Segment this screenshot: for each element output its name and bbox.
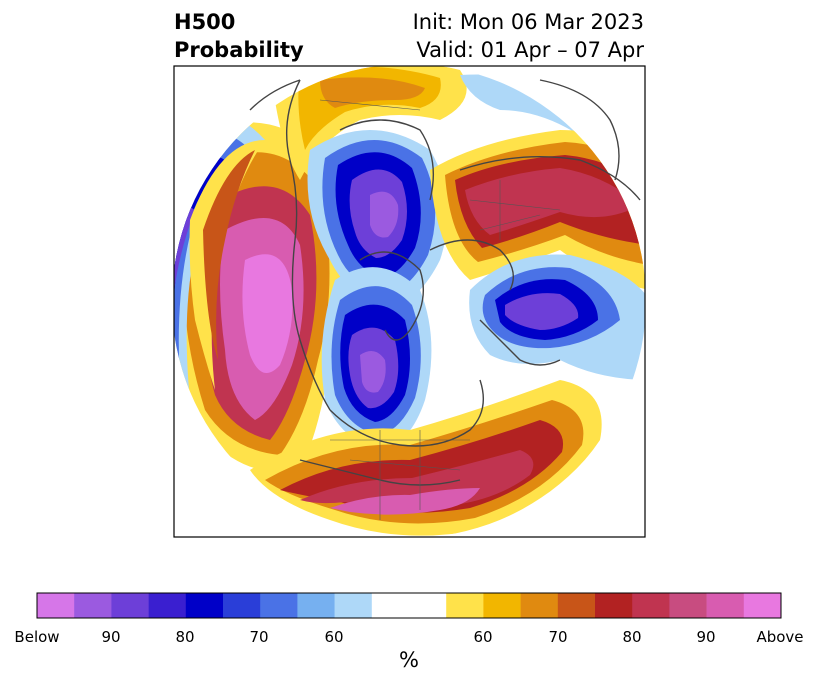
- colorbar-tick-below-60: 60: [324, 628, 344, 646]
- colorbar-border: [36, 592, 782, 619]
- colorbar-cell: [260, 593, 298, 618]
- colorbar-cell: [297, 593, 335, 618]
- canada-trough-north: [307, 130, 448, 310]
- probability-field: [174, 66, 645, 537]
- colorbar-cell: [632, 593, 670, 618]
- colorbar-tick-below-70: 70: [249, 628, 269, 646]
- colorbar-cell: [148, 593, 187, 618]
- colorbar-cell: [185, 593, 224, 618]
- colorbar-tick-above-60: 60: [473, 628, 493, 646]
- colorbar-tick-below-90: 90: [101, 628, 121, 646]
- product-title: Probability: [174, 38, 304, 62]
- colorbar-cell: [557, 593, 596, 618]
- central-trough: [321, 267, 432, 450]
- colorbar-cell: [74, 593, 112, 618]
- colorbar-cell: [334, 593, 373, 618]
- map-border: [173, 65, 646, 538]
- eurasia-ridge: [430, 130, 645, 290]
- colorbar-tick-above-80: 80: [622, 628, 642, 646]
- colorbar-cell: [37, 593, 75, 618]
- variable-title: H500: [174, 10, 236, 34]
- colorbar-cell: [706, 593, 745, 618]
- colorbar-cell: [520, 593, 559, 618]
- colorbar-tick-above: Above: [756, 628, 804, 646]
- borders: [319, 99, 561, 520]
- colorbar-cell: [223, 593, 261, 618]
- colorbar-unit: %: [399, 648, 419, 672]
- title-block-right: Init: Mon 06 Mar 2023 Valid: 01 Apr – 07…: [413, 8, 644, 64]
- colorbar-tick-above-70: 70: [548, 628, 568, 646]
- colorbar-tick-below-80: 80: [175, 628, 195, 646]
- valid-range: Valid: 01 Apr – 07 Apr: [416, 38, 644, 62]
- colorbar-cell: [669, 593, 707, 618]
- colorbar-cell: [743, 593, 782, 618]
- init-date: Init: Mon 06 Mar 2023: [412, 10, 644, 34]
- colorbar-cell: [595, 593, 633, 618]
- atlantic-trough: [469, 254, 645, 380]
- colorbar-cell: [446, 593, 484, 618]
- colorbar-cell: [483, 593, 521, 618]
- colorbar-tick-above-90: 90: [696, 628, 716, 646]
- colorbar-cell: [111, 593, 149, 618]
- title-block-left: H500 Probability: [174, 8, 304, 64]
- colorbar-cell: [371, 593, 447, 618]
- colorbar-tick-below: Below: [14, 628, 60, 646]
